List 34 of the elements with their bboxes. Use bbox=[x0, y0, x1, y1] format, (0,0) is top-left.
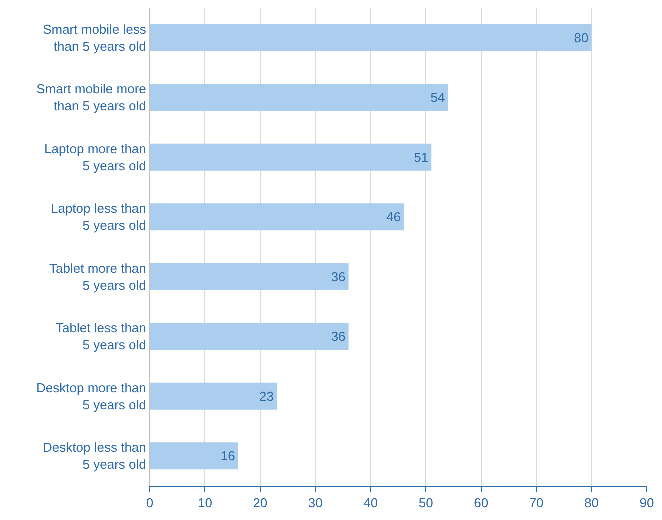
data-label: 54 bbox=[430, 90, 446, 106]
y-tick-label: Desktop less than 5 years old bbox=[43, 440, 146, 472]
data-label: 51 bbox=[414, 150, 429, 165]
data-label: 80 bbox=[574, 30, 589, 46]
bar bbox=[150, 382, 278, 410]
y-tick-label: Tablet more than 5 years old bbox=[50, 260, 146, 293]
data-label: 46 bbox=[386, 210, 402, 225]
bar bbox=[150, 442, 238, 470]
y-tick-label: Desktop more than 5 years old bbox=[36, 380, 146, 412]
bar bbox=[150, 323, 349, 350]
x-tick-label: 70 bbox=[529, 496, 544, 511]
y-tick-label: Smart mobile more than 5 years old bbox=[36, 82, 146, 114]
bar bbox=[150, 263, 349, 290]
x-tick-label: 20 bbox=[253, 496, 268, 511]
x-tick-label: 30 bbox=[308, 496, 323, 511]
x-tick-label: 10 bbox=[198, 496, 212, 511]
x-tick-label: 0 bbox=[146, 496, 154, 511]
y-tick-label: Laptop less than 5 years old bbox=[50, 201, 146, 234]
y-tick-label: Laptop more than 5 years old bbox=[44, 141, 146, 174]
y-tick-label: Smart mobile less than 5 years old bbox=[43, 22, 147, 54]
data-label: 36 bbox=[331, 329, 346, 344]
bar bbox=[150, 144, 432, 171]
data-label: 23 bbox=[260, 388, 274, 404]
bar bbox=[150, 24, 592, 52]
x-tick-label: 90 bbox=[640, 496, 654, 511]
y-tick-label: Tablet less than 5 years old bbox=[56, 320, 146, 353]
bar bbox=[150, 84, 448, 112]
x-tick-label: 50 bbox=[418, 496, 434, 511]
x-tick-label: 60 bbox=[474, 496, 489, 511]
x-tick-label: 40 bbox=[364, 496, 378, 511]
x-tick-label: 80 bbox=[584, 496, 600, 511]
bar bbox=[150, 204, 404, 231]
data-label: 36 bbox=[331, 269, 346, 284]
data-label: 16 bbox=[220, 448, 236, 464]
